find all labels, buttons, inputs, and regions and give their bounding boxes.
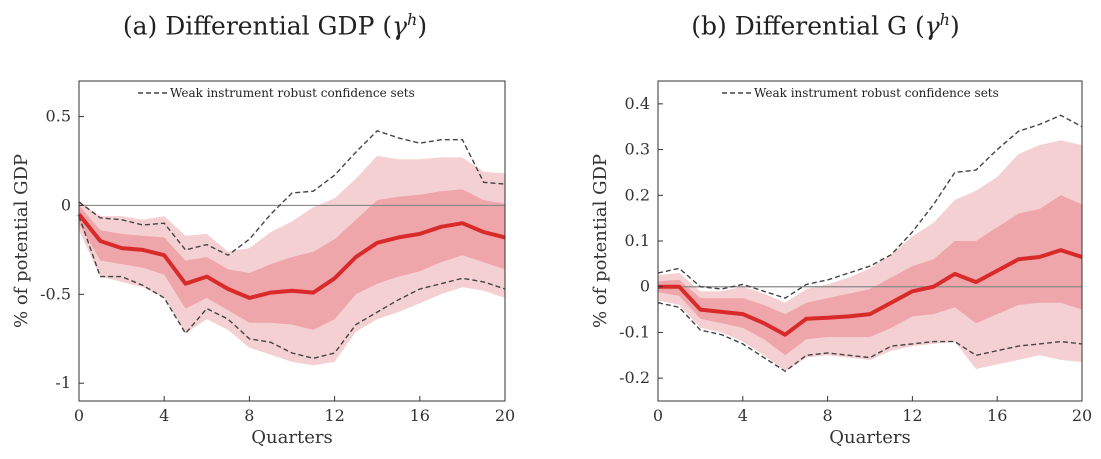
chart-title-a-text: (a) Differential GDP ( bbox=[122, 11, 393, 41]
chart-title-b-symbol: γ bbox=[924, 11, 940, 41]
y-axis-label: % of potential GDP bbox=[590, 154, 611, 328]
y-tick-label: 0.5 bbox=[46, 107, 71, 126]
x-tick-label: 0 bbox=[653, 406, 663, 425]
x-tick-label: 8 bbox=[244, 406, 254, 425]
x-tick-label: 4 bbox=[159, 406, 169, 425]
axes-frame bbox=[78, 80, 506, 402]
chart-title-b: (b) Differential G (γh) bbox=[550, 10, 1101, 40]
panel-differential-g: (b) Differential G (γh) 0 4 8 12 16 20 0.4 0.3 0… bbox=[550, 0, 1101, 459]
y-tick-label: 0.1 bbox=[625, 231, 650, 250]
x-tick-label: 12 bbox=[324, 406, 344, 425]
chart-title-a-superscript: h bbox=[407, 10, 418, 29]
x-tick-label: 0 bbox=[74, 406, 84, 425]
chart-title-b-text: (b) Differential G ( bbox=[691, 11, 925, 41]
chart-title-b-close: ) bbox=[949, 11, 960, 41]
y-tick-label: 0.2 bbox=[625, 185, 650, 204]
robust-upper-dashed-line bbox=[78, 129, 506, 257]
chart-title-a-close: ) bbox=[417, 11, 428, 41]
y-tick-label: 0.3 bbox=[625, 140, 650, 159]
panel-differential-gdp: (a) Differential GDP (γh) 0 4 8 12 16 20 0.5 0-… bbox=[0, 0, 550, 459]
chart-differential-gdp: 0 4 8 12 16 20 0.5 0 -0.5 -1 Quarters % of potentia… bbox=[11, 80, 515, 448]
point-estimate-line bbox=[658, 248, 1083, 337]
robust-lower-dashed-line bbox=[78, 215, 506, 360]
x-axis-label: Quarters bbox=[251, 427, 332, 448]
y-axis-label: % of potential GDP bbox=[11, 154, 32, 328]
robust-upper-dashed-line bbox=[657, 114, 1083, 299]
inner-confidence-band bbox=[79, 189, 505, 330]
inner-confidence-band bbox=[658, 195, 1082, 356]
y-tick-label: 0 bbox=[61, 195, 71, 214]
chart-title-a: (a) Differential GDP (γh) bbox=[0, 10, 550, 40]
x-tick-label: 20 bbox=[495, 406, 515, 425]
x-axis-label: Quarters bbox=[829, 427, 910, 448]
point-estimate-line bbox=[77, 213, 506, 300]
y-tick-label: -0.1 bbox=[619, 322, 650, 341]
legend-label: Weak instrument robust confidence sets bbox=[170, 86, 415, 100]
y-tick-label: 0 bbox=[640, 277, 650, 296]
y-tick-label: -1 bbox=[55, 373, 71, 392]
chart-title-a-symbol: γ bbox=[392, 11, 408, 41]
x-tick-label: 12 bbox=[902, 406, 922, 425]
legend-label: Weak instrument robust confidence sets bbox=[754, 86, 999, 100]
y-tick-label: -0.5 bbox=[40, 284, 71, 303]
x-tick-label: 4 bbox=[738, 406, 748, 425]
robust-lower-dashed-line bbox=[657, 302, 1083, 373]
y-tick-label: -0.2 bbox=[619, 368, 650, 387]
x-tick-label: 20 bbox=[1072, 406, 1092, 425]
x-tick-label: 8 bbox=[823, 406, 833, 425]
x-tick-label: 16 bbox=[987, 406, 1007, 425]
y-tick-label: 0.4 bbox=[625, 94, 650, 113]
chart-differential-g: 0 4 8 12 16 20 0.4 0.3 0.2 0.1 0 -0.1 -0.2 Quarters % … bbox=[590, 80, 1092, 448]
x-tick-label: 16 bbox=[410, 406, 430, 425]
chart-title-b-superscript: h bbox=[939, 10, 950, 29]
